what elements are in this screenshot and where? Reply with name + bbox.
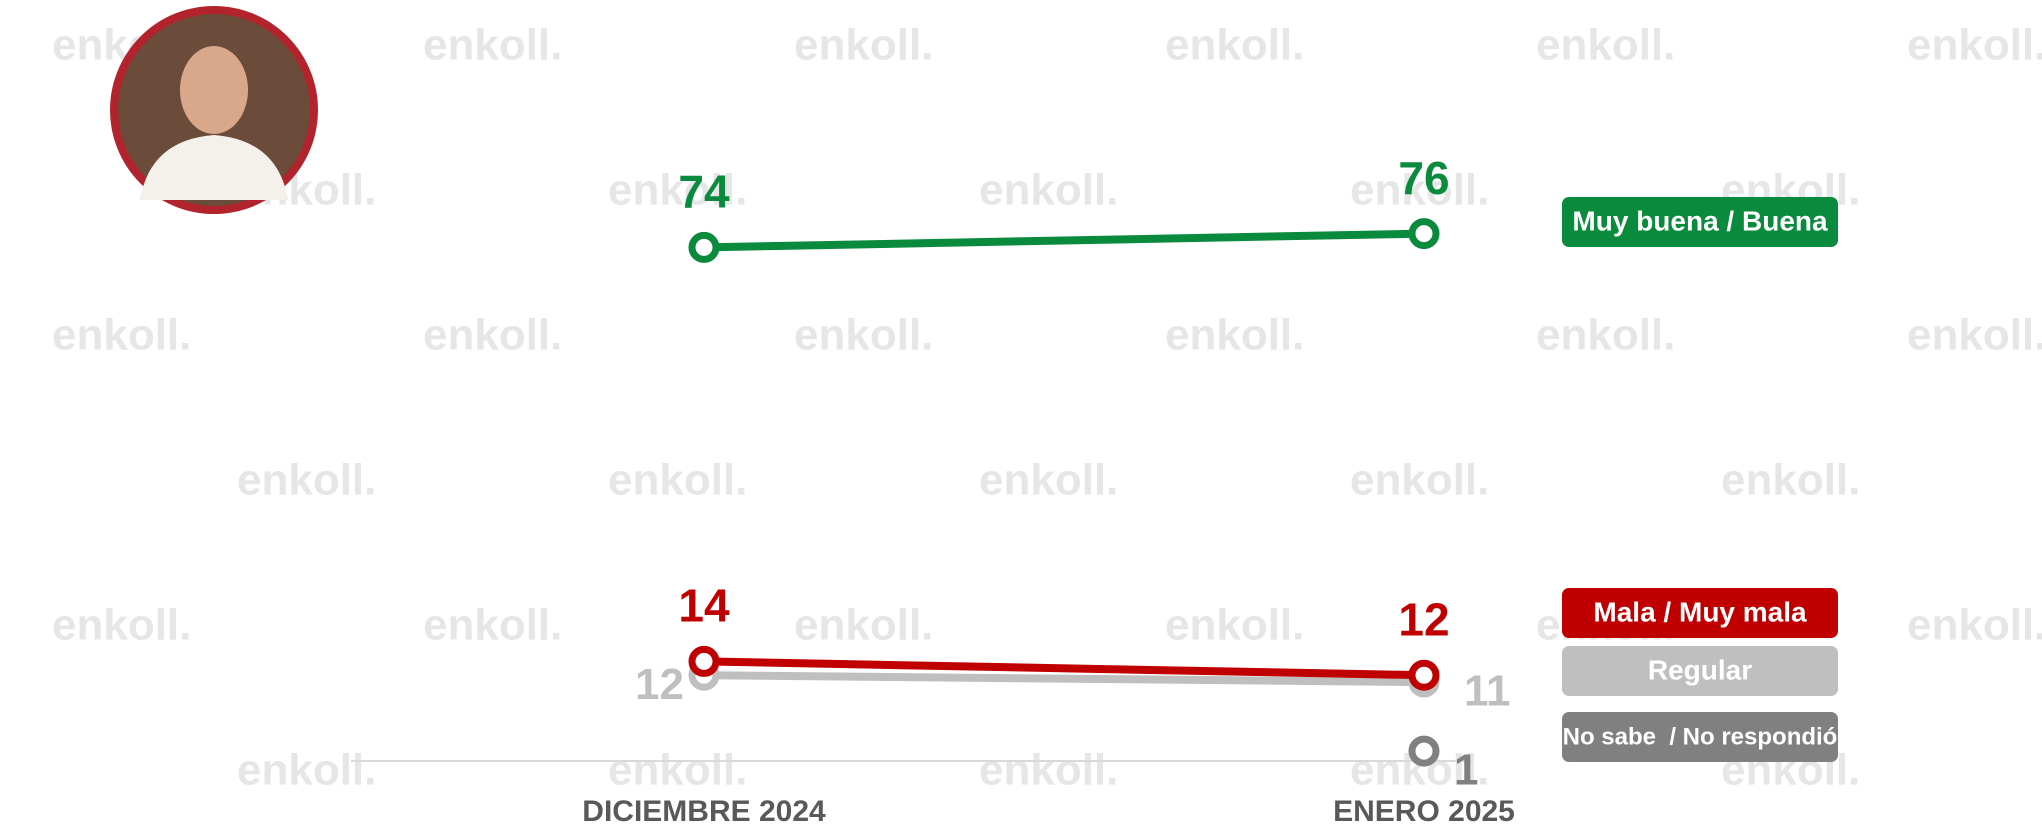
marker [692,649,716,673]
marker [1412,739,1436,763]
watermark: enkoll. [1165,601,1304,650]
legend-label: Regular [1648,654,1752,685]
watermark: enkoll. [794,601,933,650]
watermark: enkoll. [237,456,376,505]
portrait [114,10,314,210]
watermark: enkoll. [1907,21,2042,70]
watermark: enkoll. [1536,311,1675,360]
portrait-face [180,46,248,134]
watermark: enkoll. [1165,21,1304,70]
x-tick-label: DICIEMBRE 2024 [582,795,826,826]
marker [1412,222,1436,246]
watermark: enkoll. [794,311,933,360]
watermark: enkoll. [608,456,747,505]
watermark: enkoll. [1907,601,2042,650]
watermark: enkoll. [1165,311,1304,360]
watermark: enkoll. [1536,21,1675,70]
watermark: enkoll. [979,456,1118,505]
x-tick-label: ENERO 2025 [1333,795,1515,826]
chart: enkoll. enkoll. enkoll. enkoll. enkoll. enkol… [0,0,2042,826]
watermark: enkoll. [794,21,933,70]
watermark: enkoll. [423,21,562,70]
series-line [704,234,1424,248]
watermark: enkoll. [979,746,1118,795]
watermark: enkoll. [1907,311,2042,360]
watermark: enkoll. [1721,456,1860,505]
data-label: 76 [1398,152,1449,204]
watermark: enkoll. [52,311,191,360]
legend-label: Mala / Muy mala [1593,596,1807,627]
watermark: enkoll. [52,601,191,650]
data-label: 1 [1454,746,1478,795]
marker [1412,663,1436,687]
legend-label: Muy buena / Buena [1572,205,1828,236]
watermark: enkoll. [237,746,376,795]
data-label: 74 [678,166,730,218]
watermark: enkoll. [608,746,747,795]
data-label: 12 [1398,593,1449,645]
watermark: enkoll. [979,166,1118,215]
data-label: 14 [678,580,730,632]
data-label: 11 [1464,667,1511,716]
watermark: enkoll. [1350,456,1489,505]
watermark: enkoll. [423,601,562,650]
data-label: 12 [635,660,684,709]
watermark: enkoll. [423,311,562,360]
legend-label: No sabe / No respondió [1563,723,1838,750]
marker [692,235,716,259]
